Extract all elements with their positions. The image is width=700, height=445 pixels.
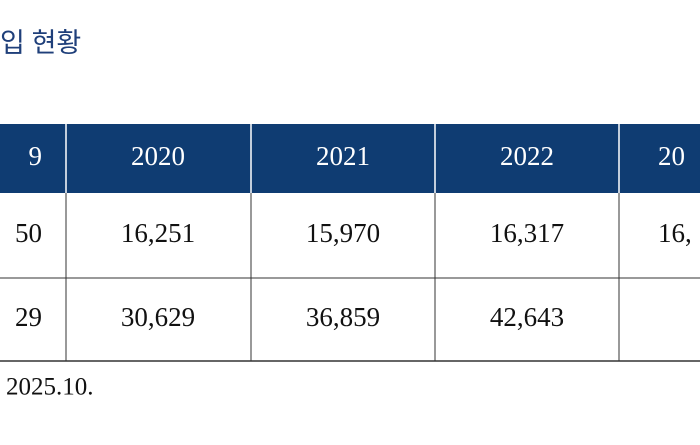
column-header: 9 (29, 141, 43, 171)
column-header: 2020 (131, 141, 185, 171)
table-cell: 50 (15, 218, 42, 248)
table-cell: 29 (15, 302, 42, 332)
column-header: 20 (658, 141, 685, 171)
table-cell: 42,643 (490, 302, 564, 332)
table-cell: 16, (658, 218, 692, 248)
table-cell: 30,629 (121, 302, 195, 332)
column-header: 2021 (316, 141, 370, 171)
table-cell: 15,970 (306, 218, 380, 248)
column-header: 2022 (500, 141, 554, 171)
table-cell: 16,317 (490, 218, 564, 248)
table-cell: 36,859 (306, 302, 380, 332)
table-cell: 16,251 (121, 218, 195, 248)
title: 입 현황 (0, 28, 81, 58)
header-dividers (65, 124, 620, 193)
header-row (0, 124, 700, 193)
footer-note: 2025.10. (6, 374, 94, 401)
body-grid (0, 193, 700, 362)
